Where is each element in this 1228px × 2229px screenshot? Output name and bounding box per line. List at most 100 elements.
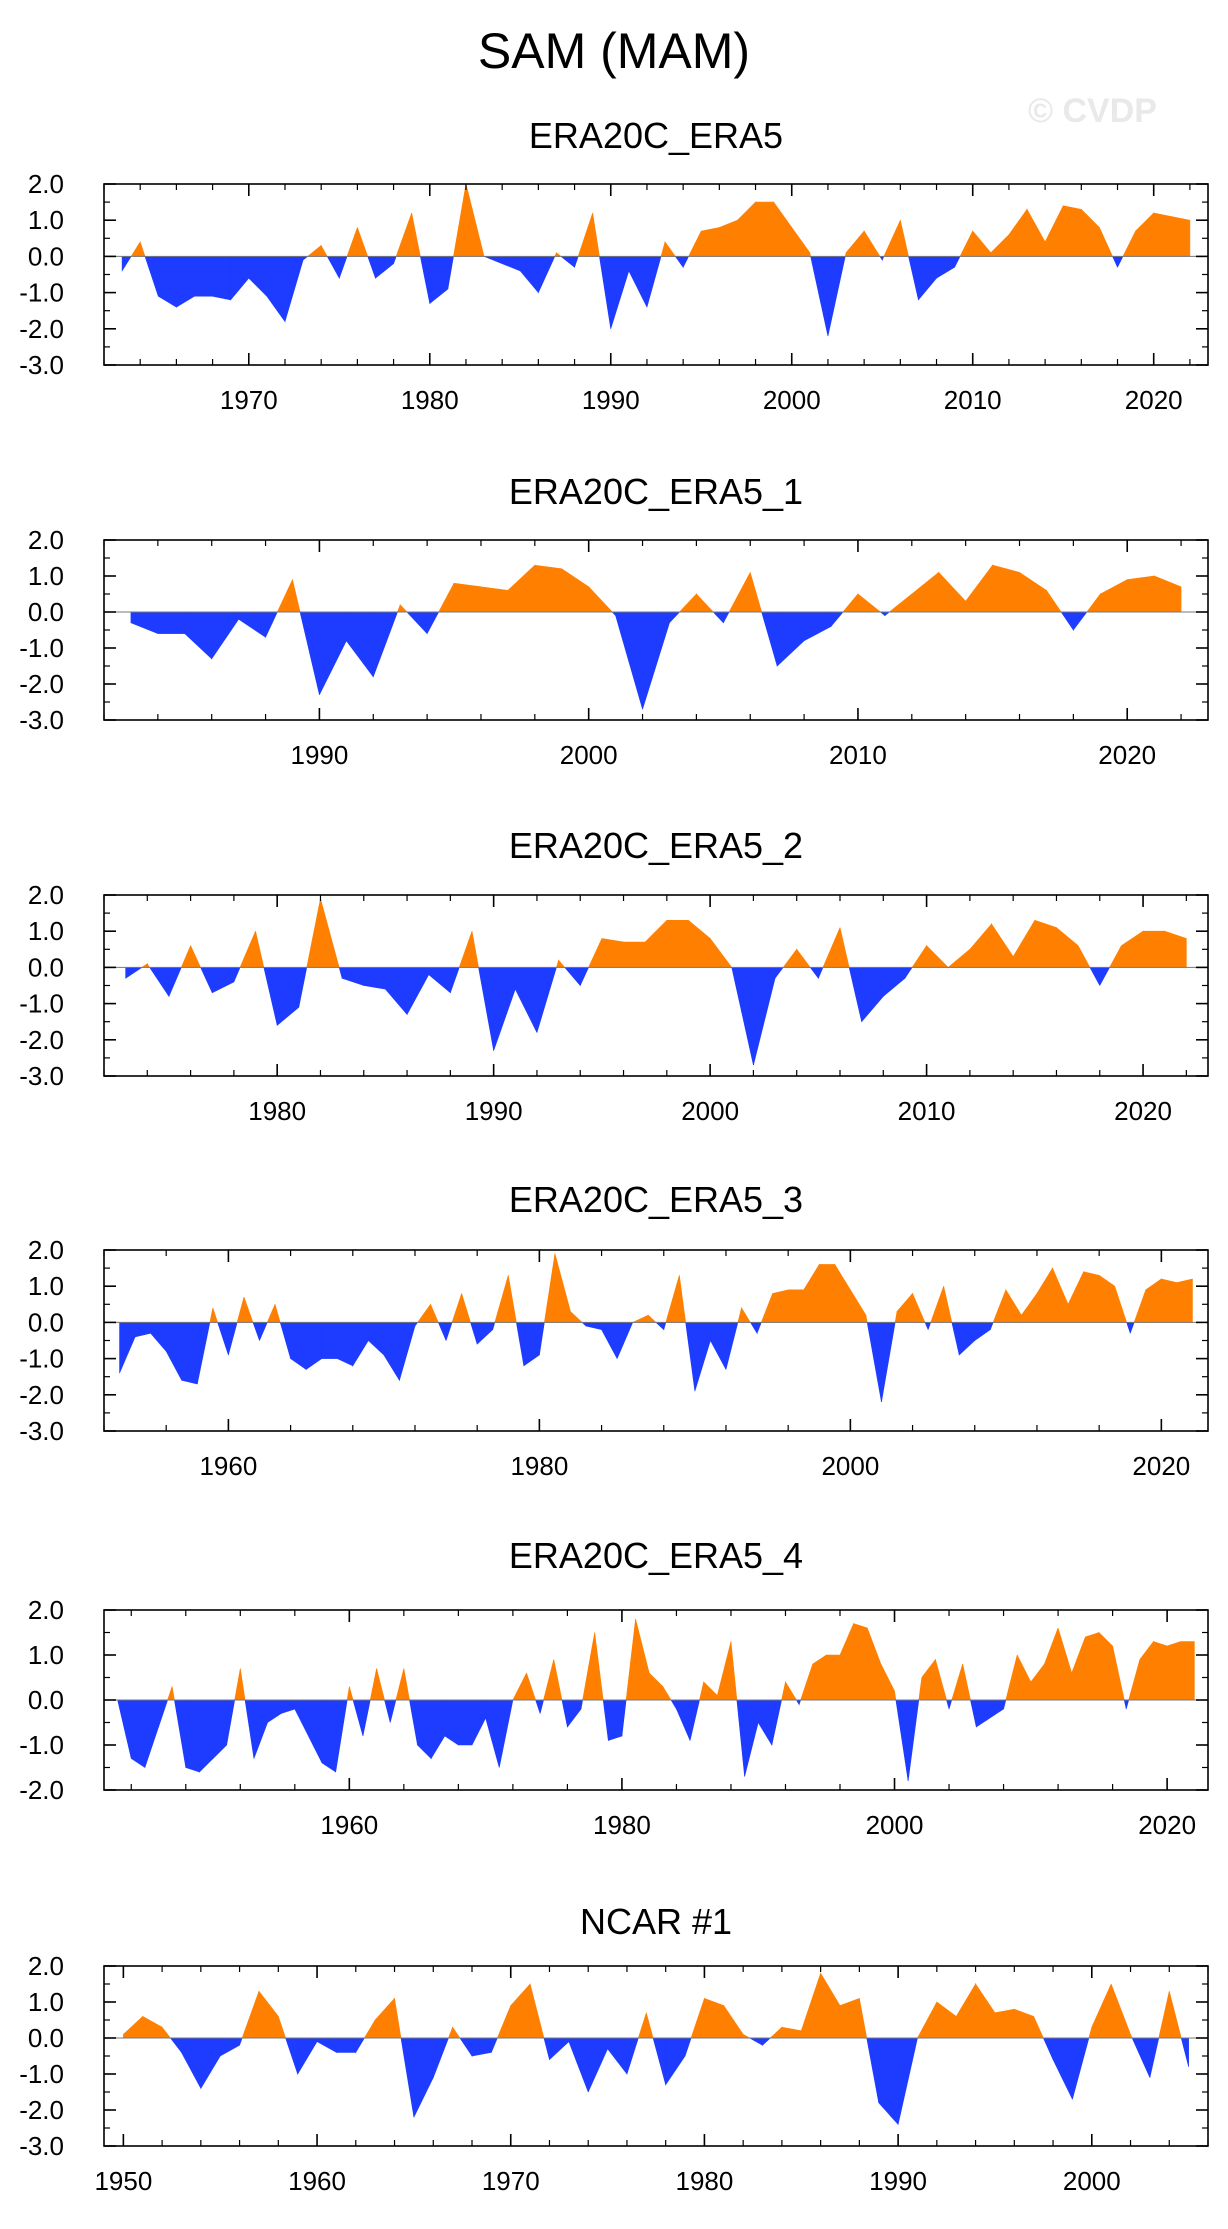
negative-area [990,1322,994,1330]
negative-area [426,611,440,634]
negative-area [498,1699,514,1768]
positive-area [900,220,909,257]
positive-area [1019,571,1047,613]
y-tick-label: -2.0 [19,1025,64,1055]
negative-area [670,1699,677,1711]
positive-area [1005,1288,1022,1323]
negative-area [483,256,503,265]
positive-area [1067,1271,1084,1323]
negative-area [757,1699,773,1747]
positive-area [845,230,865,257]
negative-area [478,967,494,1051]
positive-area [820,1972,841,2039]
negative-area [445,1322,453,1341]
positive-area [839,1623,854,1701]
y-tick-label: 0.0 [28,1685,64,1715]
positive-area [809,252,811,257]
positive-area [1056,926,1079,968]
y-tick-label: 0.0 [28,1307,64,1337]
negative-area [689,1699,700,1741]
y-tick-label: -1.0 [19,1730,64,1760]
positive-area [292,579,301,613]
negative-area [413,2037,434,2118]
y-tick-label: -2.0 [19,669,64,699]
negative-area [536,967,557,1033]
positive-area [374,1997,395,2039]
x-tick-label: 1970 [482,2166,540,2196]
negative-area [121,256,132,272]
negative-area [385,967,408,1016]
positive-area [346,227,358,257]
negative-area [748,2037,763,2046]
x-tick-label: 1970 [220,385,278,415]
negative-area [338,256,348,279]
negative-area [607,1699,623,1741]
negative-area [239,2037,243,2046]
positive-area [346,1686,350,1701]
positive-area [507,564,536,613]
negative-area [1003,1699,1007,1710]
negative-area [297,2037,318,2076]
figure-title: SAM (MAM) [477,23,751,79]
positive-area [865,1315,868,1323]
y-tick-label: 1.0 [28,916,64,946]
negative-area [974,1322,991,1342]
negative-area [803,611,832,642]
negative-area [336,1322,354,1367]
negative-area [599,256,612,329]
positive-area [594,1632,604,1701]
negative-area [954,256,961,268]
negative-area [776,611,805,667]
positive-area [818,1264,836,1323]
negative-area [432,2037,449,2078]
positive-area [1088,2027,1093,2039]
positive-area [1122,230,1136,257]
positive-area [1153,575,1182,613]
positive-area [1153,212,1173,257]
positive-area [938,571,966,613]
positive-area [703,1681,718,1701]
negative-area [970,1699,977,1728]
positive-area [782,948,798,968]
positive-area [1126,575,1155,613]
negative-area [352,1699,364,1737]
negative-area [646,256,662,308]
positive-area [558,959,566,968]
negative-area [827,256,846,337]
negative-area [501,256,521,272]
positive-area [1114,1286,1128,1323]
positive-area [800,1973,821,2039]
positive-area [826,1654,841,1701]
negative-area [233,967,241,982]
negative-area [861,967,884,1023]
positive-area [791,226,811,257]
positive-area [896,1292,913,1323]
positive-area [1164,930,1187,968]
y-tick-label: -3.0 [19,350,64,380]
positive-area [239,931,256,968]
negative-area [368,1322,385,1356]
negative-area [579,967,590,986]
negative-area [574,256,579,268]
negative-area [951,1322,960,1356]
negative-area [174,1699,187,1768]
positive-area [544,1253,556,1323]
negative-area [409,1699,418,1746]
positive-area [1168,1991,1182,2039]
negative-area [621,1699,627,1737]
positive-area [1099,579,1128,613]
y-tick-label: 0.0 [28,597,64,627]
positive-area [461,1293,471,1323]
negative-area [1112,256,1118,268]
positive-area [853,1623,868,1701]
positive-area [510,1983,531,2039]
negative-area [663,1322,667,1330]
positive-area [369,1668,377,1701]
positive-area [438,583,455,613]
positive-area [320,898,340,968]
negative-area [1117,256,1124,268]
positive-area [699,1681,705,1701]
positive-area [1081,208,1100,257]
positive-area [839,927,850,968]
positive-area [1166,1641,1182,1701]
